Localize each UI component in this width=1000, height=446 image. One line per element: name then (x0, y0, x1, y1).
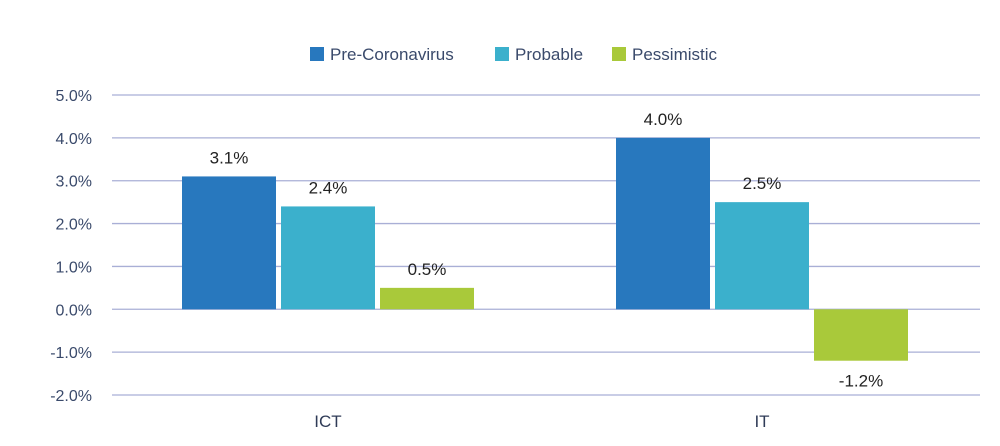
bar-ict-probable (281, 206, 375, 310)
y-tick-label: 3.0% (56, 174, 92, 191)
legend-label: Probable (515, 45, 583, 64)
bar-it-pre-coronavirus (616, 137, 710, 310)
x-axis: ICT IT (314, 412, 769, 431)
y-tick-label: 4.0% (56, 131, 92, 148)
data-label: 3.1% (210, 148, 249, 167)
y-tick-label: 5.0% (56, 88, 92, 105)
bar-it-probable (715, 202, 809, 310)
legend-label: Pre-Coronavirus (330, 45, 454, 64)
legend-item: Probable (495, 45, 583, 64)
y-tick-label: 2.0% (56, 217, 92, 234)
y-tick-label: 1.0% (56, 259, 92, 276)
legend-swatch (310, 47, 324, 61)
data-label: 0.5% (408, 260, 447, 279)
legend-label: Pessimistic (632, 45, 718, 64)
data-label: 2.5% (743, 174, 782, 193)
legend-swatch (495, 47, 509, 61)
legend-swatch (612, 47, 626, 61)
y-tick-label: -2.0% (50, 388, 92, 405)
bar-ict-pessimistic (380, 287, 474, 310)
bar-it-pessimistic (814, 309, 908, 361)
bar-ict-pre-coronavirus (182, 176, 276, 310)
y-axis: -2.0% -1.0% 0.0% 1.0% 2.0% 3.0% 4.0% 5.0% (50, 88, 92, 405)
y-tick-label: 0.0% (56, 302, 92, 319)
x-category-label: ICT (314, 412, 341, 431)
legend-item: Pessimistic (612, 45, 718, 64)
y-tick-label: -1.0% (50, 345, 92, 362)
data-labels: 3.1% 2.4% 0.5% 4.0% 2.5% -1.2% (210, 110, 884, 391)
x-category-label: IT (754, 412, 769, 431)
data-label: 4.0% (644, 110, 683, 129)
legend-item: Pre-Coronavirus (310, 45, 454, 64)
data-label: -1.2% (839, 372, 883, 391)
data-label: 2.4% (309, 178, 348, 197)
legend: Pre-Coronavirus Probable Pessimistic (310, 45, 718, 64)
bars (182, 137, 908, 361)
